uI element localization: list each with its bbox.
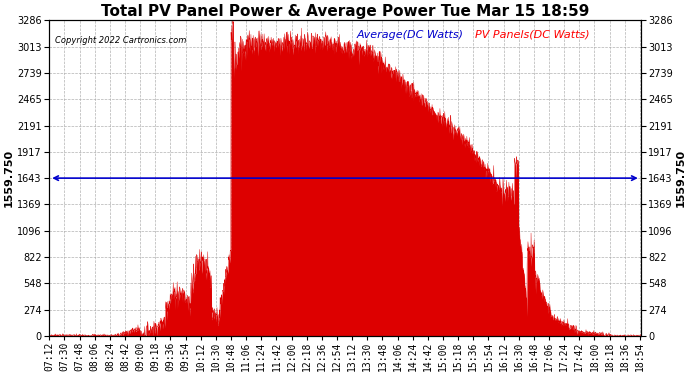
Y-axis label: 1559.750: 1559.750 (676, 149, 686, 207)
Text: Copyright 2022 Cartronics.com: Copyright 2022 Cartronics.com (55, 36, 186, 45)
Text: Average(DC Watts): Average(DC Watts) (357, 30, 464, 40)
Title: Total PV Panel Power & Average Power Tue Mar 15 18:59: Total PV Panel Power & Average Power Tue… (101, 4, 589, 19)
Y-axis label: 1559.750: 1559.750 (4, 149, 14, 207)
Text: PV Panels(DC Watts): PV Panels(DC Watts) (475, 30, 590, 40)
